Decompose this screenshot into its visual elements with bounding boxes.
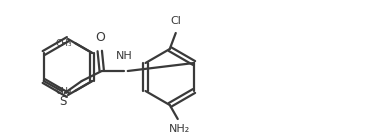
Text: NH₂: NH₂ xyxy=(169,124,190,134)
Text: O: O xyxy=(95,31,105,44)
Text: S: S xyxy=(59,95,67,108)
Text: NH: NH xyxy=(115,51,132,61)
Text: CH₃: CH₃ xyxy=(55,39,72,48)
Text: Cl: Cl xyxy=(170,16,181,26)
Text: CH₃: CH₃ xyxy=(55,86,72,95)
